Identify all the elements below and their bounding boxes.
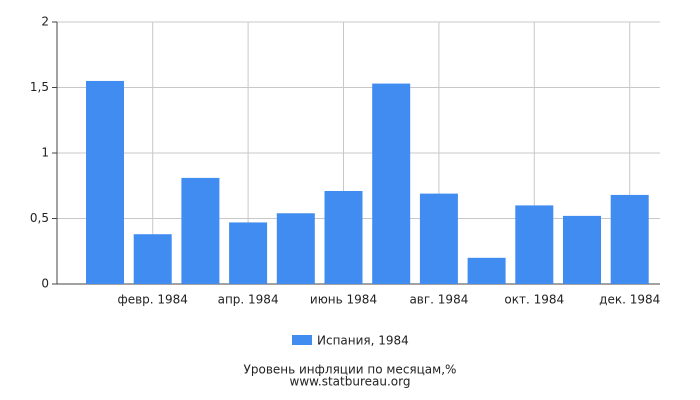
y-tick-label: 1,5 [30,80,49,94]
bar [563,215,601,284]
bar [515,205,554,284]
bar [324,190,363,284]
bar [610,194,649,284]
legend-swatch [292,335,312,345]
bar [419,193,458,284]
source: www.statbureau.org [290,375,411,389]
bar [467,257,506,284]
x-tick-label: апр. 1984 [218,293,279,307]
bar [181,177,220,284]
bar [276,213,315,284]
bar [86,80,124,284]
x-tick-label: июнь 1984 [310,293,377,307]
y-tick-label: 0 [41,277,49,291]
y-tick-label: 2 [41,15,49,29]
x-tick-label: авг. 1984 [409,293,468,307]
x-tick-label: февр. 1984 [117,293,188,307]
x-tick-label: окт. 1984 [504,293,564,307]
bar [229,222,268,284]
x-tick-label: дек. 1984 [599,293,660,307]
y-tick-label: 0,5 [30,211,49,225]
bar [133,234,172,284]
bar [372,83,411,284]
y-tick-label: 1 [41,146,49,160]
chart-title: Уровень инфляции по месяцам,% [244,363,457,377]
legend-label: Испания, 1984 [317,334,409,348]
